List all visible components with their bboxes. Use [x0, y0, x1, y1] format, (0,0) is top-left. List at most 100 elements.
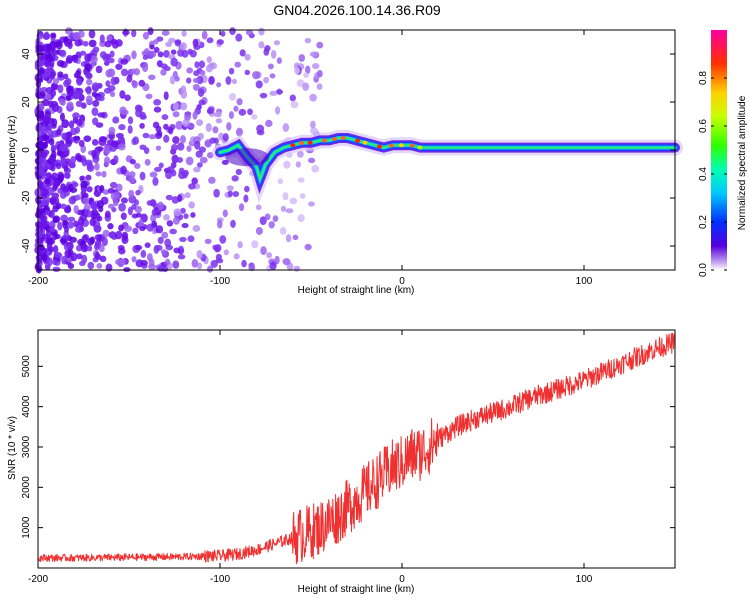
- snr-y-label: SNR (10 * v/v): [7, 416, 18, 480]
- spectrogram-noise-cell: [59, 238, 67, 244]
- spectrogram-noise-cell: [40, 91, 46, 97]
- spectrogram-noise-cell: [208, 75, 215, 85]
- spectrogram-noise-cell: [142, 31, 150, 40]
- spectrogram-peak-spot: [298, 140, 304, 145]
- spectrogram-noise-cell: [139, 122, 145, 129]
- spectrogram-noise-cell: [124, 94, 131, 101]
- spectrogram-noise-cell: [295, 161, 302, 168]
- spectrogram-noise-cell: [302, 82, 310, 91]
- spectrogram-noise-cell: [177, 194, 183, 203]
- spectrogram-noise-cell: [163, 214, 170, 221]
- spectrogram-noise-cell: [228, 111, 234, 120]
- spectrogram-noise-cell: [117, 143, 126, 151]
- spectrogram-noise-cell: [184, 114, 192, 121]
- spectrogram-noise-cell: [215, 258, 224, 264]
- spectrogram-noise-cell: [196, 119, 204, 126]
- spectrogram-noise-cell: [276, 57, 282, 64]
- spectrogram-noise-cell: [165, 194, 173, 201]
- spectrogram-noise-cell: [176, 156, 184, 163]
- spectrogram-noise-cell: [282, 258, 291, 266]
- spectrogram-noise-cell: [127, 206, 133, 216]
- spectrogram-x-ticks: -200 -100 0 100: [28, 30, 593, 287]
- spectrogram-noise-cell: [96, 146, 104, 152]
- spectrogram-noise-cell: [76, 77, 83, 86]
- spectrogram-noise-cell: [41, 253, 48, 262]
- snr-x-label: Height of straight line (km): [298, 584, 415, 595]
- spectrogram-noise-cell: [204, 238, 212, 244]
- spectrogram-noise-cell: [260, 246, 267, 256]
- snr-y-tick-label: 4000: [21, 395, 32, 418]
- spectrogram-noise-cell: [114, 230, 123, 240]
- spectrogram-noise-cell: [97, 215, 103, 222]
- spectrogram-noise-cell: [73, 90, 81, 99]
- spectrogram-noise-cell: [135, 108, 143, 118]
- spectrogram-noise-cell: [73, 72, 80, 79]
- spectrogram-peak-spot: [332, 137, 338, 142]
- spectrogram-noise-cell: [152, 177, 159, 186]
- spectrogram-noise-cell: [60, 203, 67, 210]
- spectrogram-noise-cell: [188, 183, 196, 190]
- spectrogram-noise-cell: [161, 30, 170, 36]
- spectrogram-noise-cell: [181, 49, 189, 58]
- spectrogram-noise-cell: [97, 95, 105, 102]
- spectrogram-noise-cell: [169, 228, 177, 235]
- spectrogram-noise-cell: [235, 127, 243, 137]
- spectrogram-noise-cell: [38, 124, 46, 131]
- spectrogram-noise-cell: [70, 156, 77, 165]
- spectrogram-noise-cell: [149, 44, 155, 50]
- spectrogram-x-tick-label: 100: [576, 276, 593, 287]
- spectrogram-noise-cell: [316, 41, 324, 49]
- spectrogram-noise-cell: [308, 157, 316, 164]
- spectrogram-noise-cell: [177, 254, 186, 260]
- spectrogram-noise-cell: [247, 108, 253, 116]
- spectrogram-noise-cell: [52, 184, 59, 190]
- snr-frame: [37, 329, 676, 569]
- spectrogram-noise-cell: [110, 192, 118, 200]
- spectrogram-peak-spot: [290, 143, 296, 148]
- spectrogram-noise-cell: [120, 68, 129, 77]
- spectrogram-noise-cell: [86, 186, 93, 193]
- spectrogram-noise-cell: [180, 102, 188, 111]
- spectrogram-noise-cell: [194, 140, 201, 150]
- spectrogram-noise-cell: [199, 69, 206, 76]
- spectrogram-noise-cell: [277, 178, 284, 185]
- spectrogram-noise-cell: [293, 265, 301, 272]
- spectrogram-noise-cell: [64, 226, 70, 233]
- spectrogram-peak-spot: [321, 138, 327, 143]
- colorbar-tick-label: 0.8: [698, 71, 709, 85]
- spectrogram-noise-cell: [142, 63, 149, 73]
- spectrogram-noise-cell: [59, 112, 66, 122]
- spectrogram-noise-cell: [130, 68, 137, 74]
- spectrogram-noise-cell: [59, 98, 65, 106]
- spectrogram-noise-cell: [85, 85, 92, 95]
- spectrogram-peak-spot: [409, 143, 415, 148]
- spectrogram-noise-cell: [96, 262, 103, 269]
- spectrogram-noise-cell: [229, 27, 236, 35]
- snr-panel: -200 -100 0 100 1000 2000 3000 4000 5000 Height…: [7, 329, 676, 595]
- spectrogram-noise-cell: [88, 39, 97, 48]
- spectrogram-noise-cell: [206, 37, 214, 44]
- spectrogram-noise-cell: [50, 82, 58, 91]
- spectrogram-noise-cell: [251, 114, 258, 120]
- spectrogram-noise-cell: [193, 166, 201, 173]
- spectrogram-noise-cell: [192, 83, 200, 91]
- spectrogram-noise-cell: [241, 259, 247, 268]
- spectrogram-noise-cell: [36, 103, 45, 112]
- spectrogram-noise-cell: [80, 244, 88, 253]
- spectrogram-noise-cell: [132, 227, 139, 235]
- spectrogram-noise-cell: [316, 83, 323, 90]
- spectrogram-noise-cell: [122, 29, 130, 36]
- spectrogram-noise-cell: [119, 90, 126, 99]
- spectrogram-noise-cell: [248, 264, 256, 272]
- spectrogram-noise-cell: [67, 85, 74, 92]
- spectrogram-noise-cell: [94, 162, 100, 171]
- spectrogram-y-tick-label: 20: [21, 96, 32, 108]
- spectrogram-noise-cell: [233, 105, 239, 112]
- spectrogram-noise-cell: [126, 74, 133, 83]
- spectrogram-noise-cell: [52, 78, 60, 85]
- spectrogram-noise-cell: [91, 138, 99, 146]
- spectrogram-noise-cell: [163, 91, 169, 101]
- spectrogram-peak-spot: [377, 144, 383, 149]
